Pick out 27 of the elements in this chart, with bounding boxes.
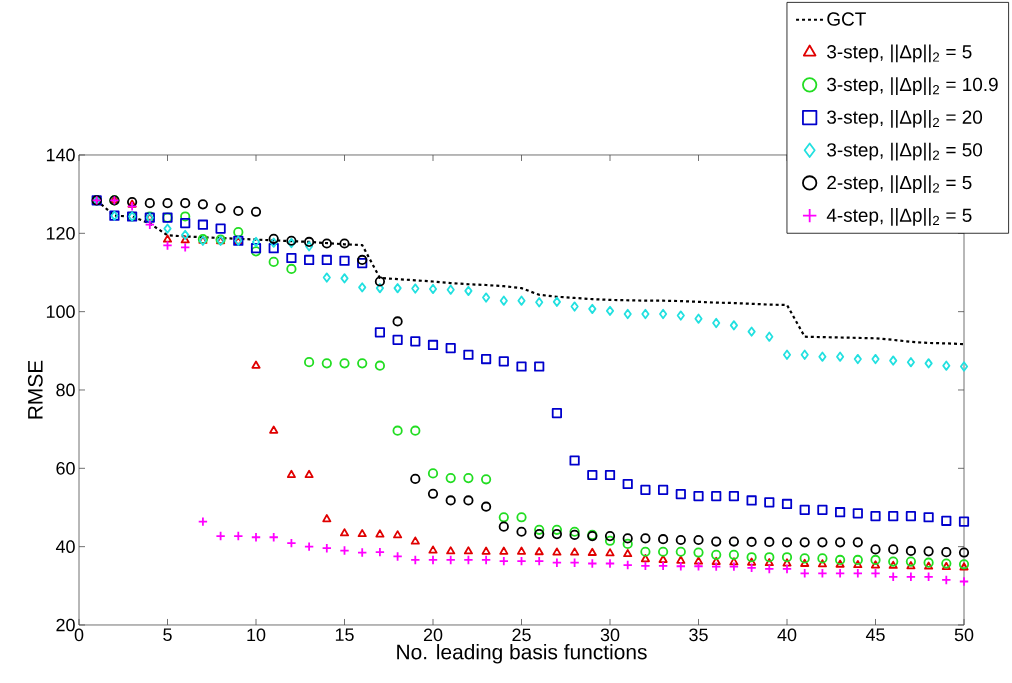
y-tick-label: 40 [55, 540, 75, 553]
y-tick-label: 20 [56, 618, 75, 632]
y-tick-label: 100 [46, 305, 75, 318]
legend-label: 3-step, ||Δp||$_{2}$ = 50 [827, 142, 983, 161]
x-tick-label: 35 [689, 628, 708, 642]
y-tick-label: 80 [56, 383, 75, 397]
legend-label: 4-step, ||Δp||$_{2}$ = 5 [826, 208, 972, 226]
x-axis-title: No. leading basis functions [397, 644, 647, 664]
x-tick-label: 30 [600, 628, 620, 642]
legend-label: 2-step, ||Δp||$_{2}$ = 5 [827, 175, 972, 194]
legend-label: 3-step, ||Δp||$_{2}$ = 5 [827, 44, 972, 63]
legend-label: GCT [827, 12, 866, 26]
legend-label: 3-step, ||Δp||$_{2}$ = 10.9 [827, 77, 998, 95]
x-tick-label: 0 [74, 628, 84, 642]
x-tick-label: 20 [423, 628, 443, 642]
x-tick-label: 50 [954, 628, 974, 642]
x-tick-label: 45 [865, 628, 885, 642]
y-tick-label: 140 [46, 148, 75, 162]
y-tick-label: 60 [56, 461, 75, 475]
x-tick-label: 10 [247, 628, 266, 642]
x-tick-label: 5 [163, 628, 172, 642]
legend-label: 3-step, ||Δp||$_{2}$ = 20 [827, 109, 983, 128]
x-tick-label: 25 [512, 628, 531, 642]
x-tick-label: 15 [335, 628, 354, 642]
x-tick-label: 40 [777, 628, 797, 642]
y-axis-title: RMSE [27, 360, 43, 419]
y-tick-label: 120 [46, 226, 75, 240]
